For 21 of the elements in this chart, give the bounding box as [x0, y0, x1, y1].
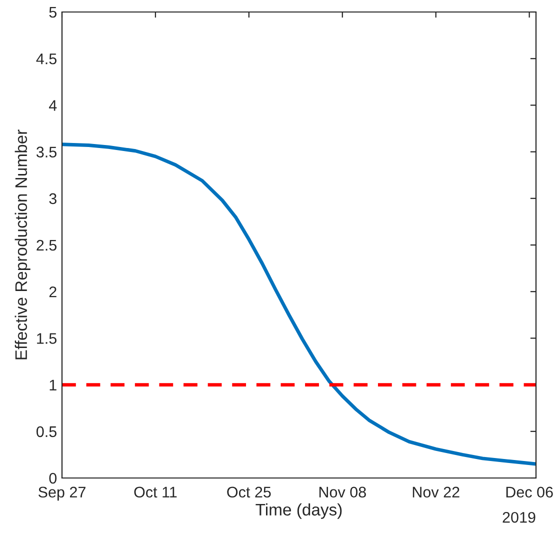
y-tick-label: 2.5 [36, 240, 56, 251]
y-tick-label: 5 [49, 7, 56, 18]
y-tick-label: 3 [49, 193, 56, 204]
y-tick-label: 0.5 [36, 426, 56, 438]
x-tick-label: Nov 22 [412, 486, 460, 498]
x-tick-label: Dec 06 [506, 486, 553, 498]
x-axis-title: Time (days) [256, 503, 342, 519]
y-tick-label: 2 [49, 286, 56, 298]
x-tick-label: Sep 27 [38, 486, 86, 501]
x-tick-label: Oct 25 [227, 486, 271, 498]
text: 2019 [502, 512, 536, 523]
y-tick-label: 4 [48, 100, 57, 111]
y-axis-title: Effective Reproduction Number [14, 130, 30, 360]
y-tick-label: 1.5 [37, 333, 56, 344]
line-series [62, 142, 536, 466]
y-tick-label: 0 [49, 472, 57, 484]
y-tick-label: 3.5 [36, 146, 56, 158]
y-tick-label: 1 [50, 380, 56, 390]
x-tick-label: Oct 11 [134, 486, 177, 498]
y-tick-label: 4.5 [36, 54, 56, 64]
x-tick-label: Nov 08 [319, 486, 366, 498]
